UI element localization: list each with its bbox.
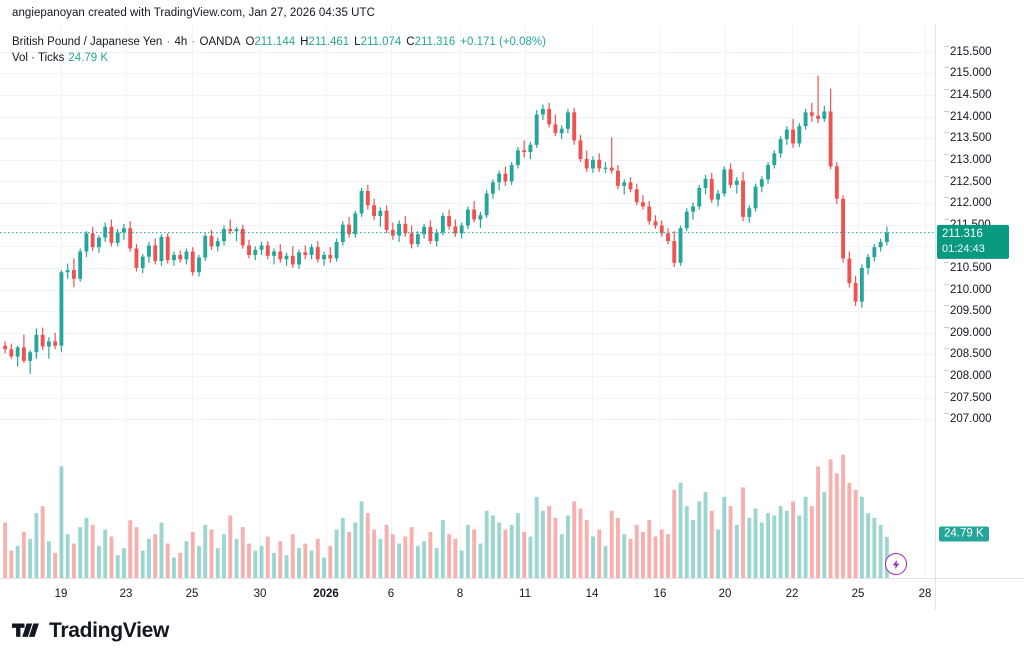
price-line-overlay <box>0 232 935 234</box>
volume-value-badge[interactable]: 24.79 K <box>939 526 989 542</box>
tick-dash <box>944 218 949 220</box>
time-tick: 28 <box>918 588 932 600</box>
price-tick: 212.500 <box>944 175 992 188</box>
price-tick: 209.500 <box>944 305 992 317</box>
last-price-value: 211.316 <box>942 227 983 240</box>
tick-dash <box>944 175 949 177</box>
time-tick: 22 <box>785 588 799 600</box>
bar-countdown: 01:24:43 <box>942 242 985 255</box>
tradingview-footer: TradingView <box>12 619 169 643</box>
price-tick: 208.500 <box>944 348 992 360</box>
price-tick: 215.500 <box>944 45 992 58</box>
time-tick: 19 <box>54 588 68 600</box>
tradingview-logo-icon <box>12 623 39 637</box>
time-tick: 16 <box>653 588 667 600</box>
tick-dash <box>944 45 949 47</box>
tick-dash <box>944 261 949 263</box>
tick-dash <box>944 305 949 307</box>
tradingview-wordmark: TradingView <box>49 619 170 642</box>
chart-gridlines <box>0 25 935 578</box>
tick-dash <box>944 132 949 134</box>
candlestick-series <box>3 75 889 578</box>
price-tick: 209.000 <box>944 326 992 339</box>
price-tick: 212.000 <box>944 197 992 209</box>
lightning-bolt-icon[interactable] <box>885 553 907 575</box>
price-tick: 214.500 <box>944 89 992 101</box>
attribution-text: angiepanoyan created with TradingView.co… <box>12 7 375 19</box>
time-tick: 23 <box>119 588 133 600</box>
time-tick: 14 <box>585 588 599 600</box>
tick-dash <box>944 348 949 350</box>
time-tick: 25 <box>185 588 199 600</box>
tick-dash <box>944 197 949 199</box>
last-price-badge[interactable]: 211.316 01:24:43 <box>937 224 1009 259</box>
price-tick: 210.000 <box>944 283 992 296</box>
time-tick: 8 <box>456 588 464 600</box>
time-axis[interactable]: 19 23 25 30 2026 6 8 11 14 16 20 22 25 28 <box>0 578 935 610</box>
price-tick: 208.000 <box>944 370 992 382</box>
price-tick: 210.500 <box>944 261 992 274</box>
time-tick: 2026 <box>313 588 339 600</box>
chart-plot-area[interactable] <box>0 25 935 578</box>
price-tick: 213.500 <box>944 132 992 144</box>
tick-dash <box>944 413 949 415</box>
tick-dash <box>944 67 949 69</box>
price-axis[interactable]: 215.500 215.000 214.500 214.000 213.500 213.0… <box>935 25 1024 578</box>
time-tick: 25 <box>851 588 865 600</box>
time-tick: 11 <box>519 588 531 600</box>
time-tick: 6 <box>387 588 395 600</box>
tick-dash <box>944 89 949 90</box>
price-tick: 207.500 <box>944 391 992 404</box>
price-tick: 214.000 <box>944 110 992 123</box>
tick-dash <box>944 283 949 285</box>
tick-dash <box>944 326 949 328</box>
tick-dash <box>944 370 949 371</box>
price-tick: 207.000 <box>944 413 992 425</box>
tick-dash <box>944 391 949 393</box>
price-tick: 213.000 <box>944 153 992 166</box>
price-tick: 215.000 <box>944 67 992 79</box>
axis-corner <box>935 578 1024 610</box>
tick-dash <box>944 153 949 155</box>
time-tick: 30 <box>253 588 267 600</box>
tick-dash <box>944 110 949 112</box>
time-tick: 20 <box>718 588 732 600</box>
